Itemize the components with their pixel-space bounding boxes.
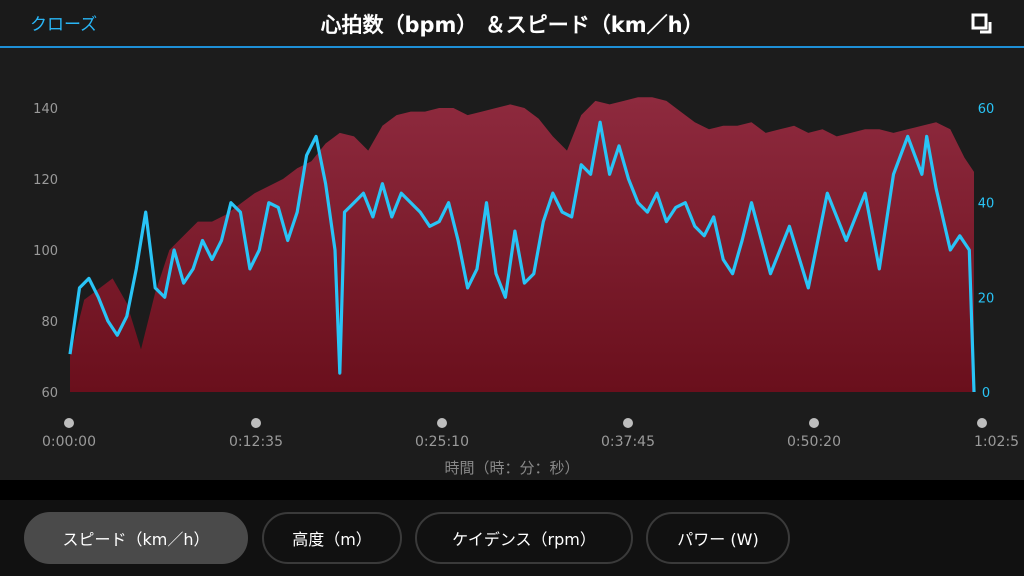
tab-power[interactable]: パワー (W) bbox=[646, 512, 790, 564]
x-tick-label: 0:12:35 bbox=[229, 434, 283, 450]
heart-rate-area bbox=[70, 97, 974, 393]
chart-panel: 60 80 100 120 140 0 20 40 60 0:00:00 0:12:35 0:25:1… bbox=[0, 48, 1024, 480]
y-right-tick-label: 20 bbox=[978, 291, 995, 306]
x-tick-label: 0:50:20 bbox=[787, 434, 841, 450]
tab-speed[interactable]: スピード（km／h） bbox=[24, 512, 248, 564]
close-button[interactable]: クローズ bbox=[30, 15, 98, 35]
combined-chart: 60 80 100 120 140 0 20 40 60 0:00:00 0:12:35 0:25:1… bbox=[33, 97, 1019, 450]
x-tick-label: 0:00:00 bbox=[42, 434, 96, 450]
x-tick-dot bbox=[64, 418, 74, 428]
y-right-tick-label: 60 bbox=[978, 102, 995, 117]
y-left-tick-label: 60 bbox=[41, 386, 58, 401]
y-right-tick-label: 0 bbox=[982, 386, 990, 401]
metric-tabs: スピード（km／h） 高度（m） ケイデンス（rpm） パワー (W) bbox=[0, 500, 1024, 576]
x-tick-dot bbox=[623, 418, 633, 428]
x-tick-dot bbox=[809, 418, 819, 428]
x-tick-dot bbox=[977, 418, 987, 428]
x-tick-dot bbox=[251, 418, 261, 428]
chart-title: 心拍数（bpm） ＆スピード（km／h） bbox=[320, 13, 704, 37]
tab-altitude[interactable]: 高度（m） bbox=[262, 512, 402, 564]
y-left-tick-label: 120 bbox=[33, 173, 58, 188]
speed-line bbox=[68, 120, 976, 393]
expand-icon[interactable] bbox=[970, 12, 996, 38]
tab-cadence[interactable]: ケイデンス（rpm） bbox=[415, 512, 633, 564]
x-tick-label: 1:02:5 bbox=[974, 434, 1019, 450]
x-axis-title: 時間（時：分：秒） bbox=[444, 459, 580, 477]
y-left-tick-label: 80 bbox=[41, 315, 58, 330]
x-tick-label: 0:37:45 bbox=[601, 434, 655, 450]
y-left-tick-label: 100 bbox=[33, 244, 58, 259]
x-tick-label: 0:25:10 bbox=[415, 434, 469, 450]
x-tick-dot bbox=[437, 418, 447, 428]
y-left-tick-label: 140 bbox=[33, 102, 58, 117]
y-right-tick-label: 40 bbox=[978, 197, 995, 212]
header-bar: クローズ 心拍数（bpm） ＆スピード（km／h） bbox=[0, 0, 1024, 48]
